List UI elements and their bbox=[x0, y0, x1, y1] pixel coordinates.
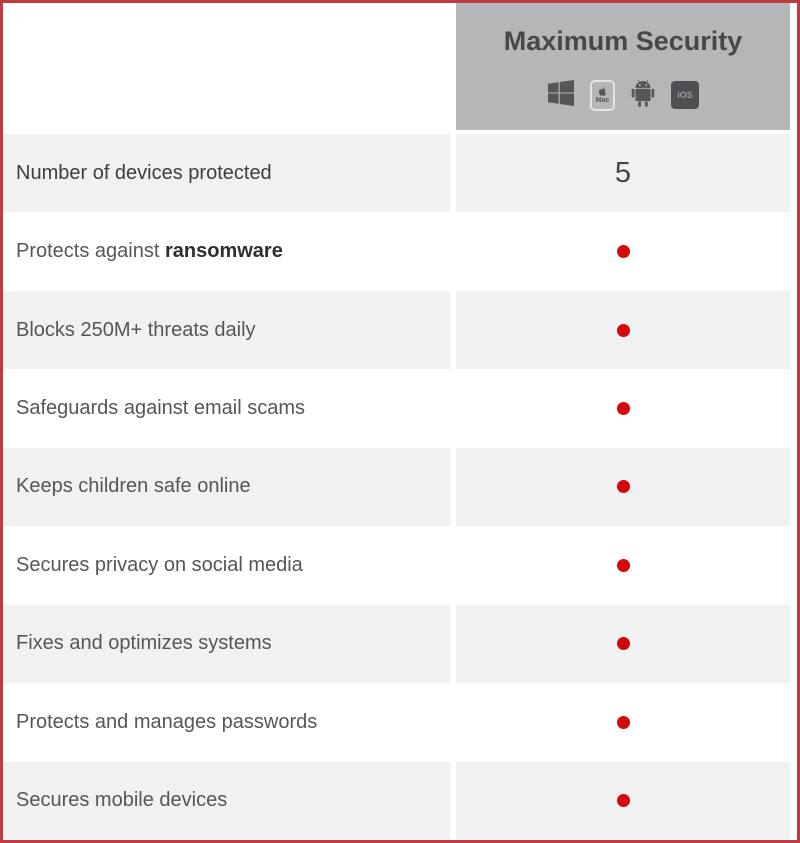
feature-label-cell: Keeps children safe online bbox=[3, 447, 450, 527]
table-header-row: Maximum Security Mac bbox=[3, 3, 797, 130]
included-dot-icon bbox=[616, 794, 630, 808]
feature-rows: Number of devices protected 5 Protects aga… bbox=[3, 134, 797, 840]
feature-label-cell: Secures privacy on social media bbox=[3, 526, 450, 604]
included-dot-icon bbox=[616, 245, 630, 259]
included-dot-icon bbox=[616, 480, 630, 494]
included-dot-icon bbox=[616, 402, 630, 416]
feature-value-cell bbox=[456, 447, 790, 527]
feature-value-cell bbox=[456, 290, 790, 370]
feature-label-cell: Number of devices protected bbox=[3, 134, 450, 213]
feature-label: Secures mobile devices bbox=[16, 789, 228, 812]
included-dot-icon bbox=[616, 637, 630, 651]
feature-label: Number of devices protected bbox=[16, 161, 272, 184]
header-empty-cell bbox=[3, 3, 450, 130]
feature-value-cell bbox=[456, 526, 790, 604]
feature-row: Protects against ransomware bbox=[3, 212, 797, 290]
feature-value: 5 bbox=[614, 156, 632, 189]
feature-label-cell: Protects and manages passwords bbox=[3, 683, 450, 761]
feature-row: Secures mobile devices bbox=[3, 761, 797, 840]
mac-icon: Mac bbox=[590, 79, 615, 111]
ios-icon: iOS bbox=[671, 81, 699, 109]
feature-label-cell: Fixes and optimizes systems bbox=[3, 604, 450, 684]
feature-label-cell: Protects against ransomware bbox=[3, 212, 450, 290]
apple-logo-icon bbox=[598, 86, 606, 96]
feature-label: Protects and manages passwords bbox=[16, 710, 318, 733]
feature-value-cell: 5 bbox=[456, 134, 790, 213]
windows-icon bbox=[547, 79, 575, 111]
feature-row: Safeguards against email scams bbox=[3, 369, 797, 447]
feature-label-cell: Blocks 250M+ threats daily bbox=[3, 290, 450, 370]
feature-row: Fixes and optimizes systems bbox=[3, 604, 797, 684]
included-dot-icon bbox=[616, 323, 630, 337]
feature-label-cell: Safeguards against email scams bbox=[3, 369, 450, 447]
ios-icon-label: iOS bbox=[677, 90, 693, 100]
feature-label: Keeps children safe online bbox=[16, 475, 251, 498]
feature-label-bold: ransomware bbox=[164, 240, 283, 263]
feature-label: Safeguards against email scams bbox=[16, 397, 306, 420]
feature-row: Protects and manages passwords bbox=[3, 683, 797, 761]
feature-value-cell bbox=[456, 212, 790, 290]
feature-row: Number of devices protected 5 bbox=[3, 134, 797, 213]
feature-value-cell bbox=[456, 369, 790, 447]
mac-icon-label: Mac bbox=[595, 96, 610, 104]
feature-row: Secures privacy on social media bbox=[3, 526, 797, 604]
feature-label-cell: Secures mobile devices bbox=[3, 761, 450, 840]
feature-value-cell bbox=[456, 604, 790, 684]
feature-label: Secures privacy on social media bbox=[16, 553, 303, 576]
feature-label: Fixes and optimizes systems bbox=[16, 632, 272, 655]
product-header-cell: Maximum Security Mac bbox=[456, 3, 790, 130]
android-icon bbox=[630, 79, 656, 112]
product-title: Maximum Security bbox=[503, 26, 743, 56]
platform-icons: Mac bbox=[547, 79, 699, 112]
included-dot-icon bbox=[616, 715, 630, 729]
feature-label: Protects against bbox=[16, 240, 160, 263]
feature-row: Blocks 250M+ threats daily bbox=[3, 290, 797, 370]
feature-value-cell bbox=[456, 683, 790, 761]
feature-row: Keeps children safe online bbox=[3, 447, 797, 527]
included-dot-icon bbox=[616, 558, 630, 572]
feature-label: Blocks 250M+ threats daily bbox=[16, 318, 256, 341]
feature-value-cell bbox=[456, 761, 790, 840]
